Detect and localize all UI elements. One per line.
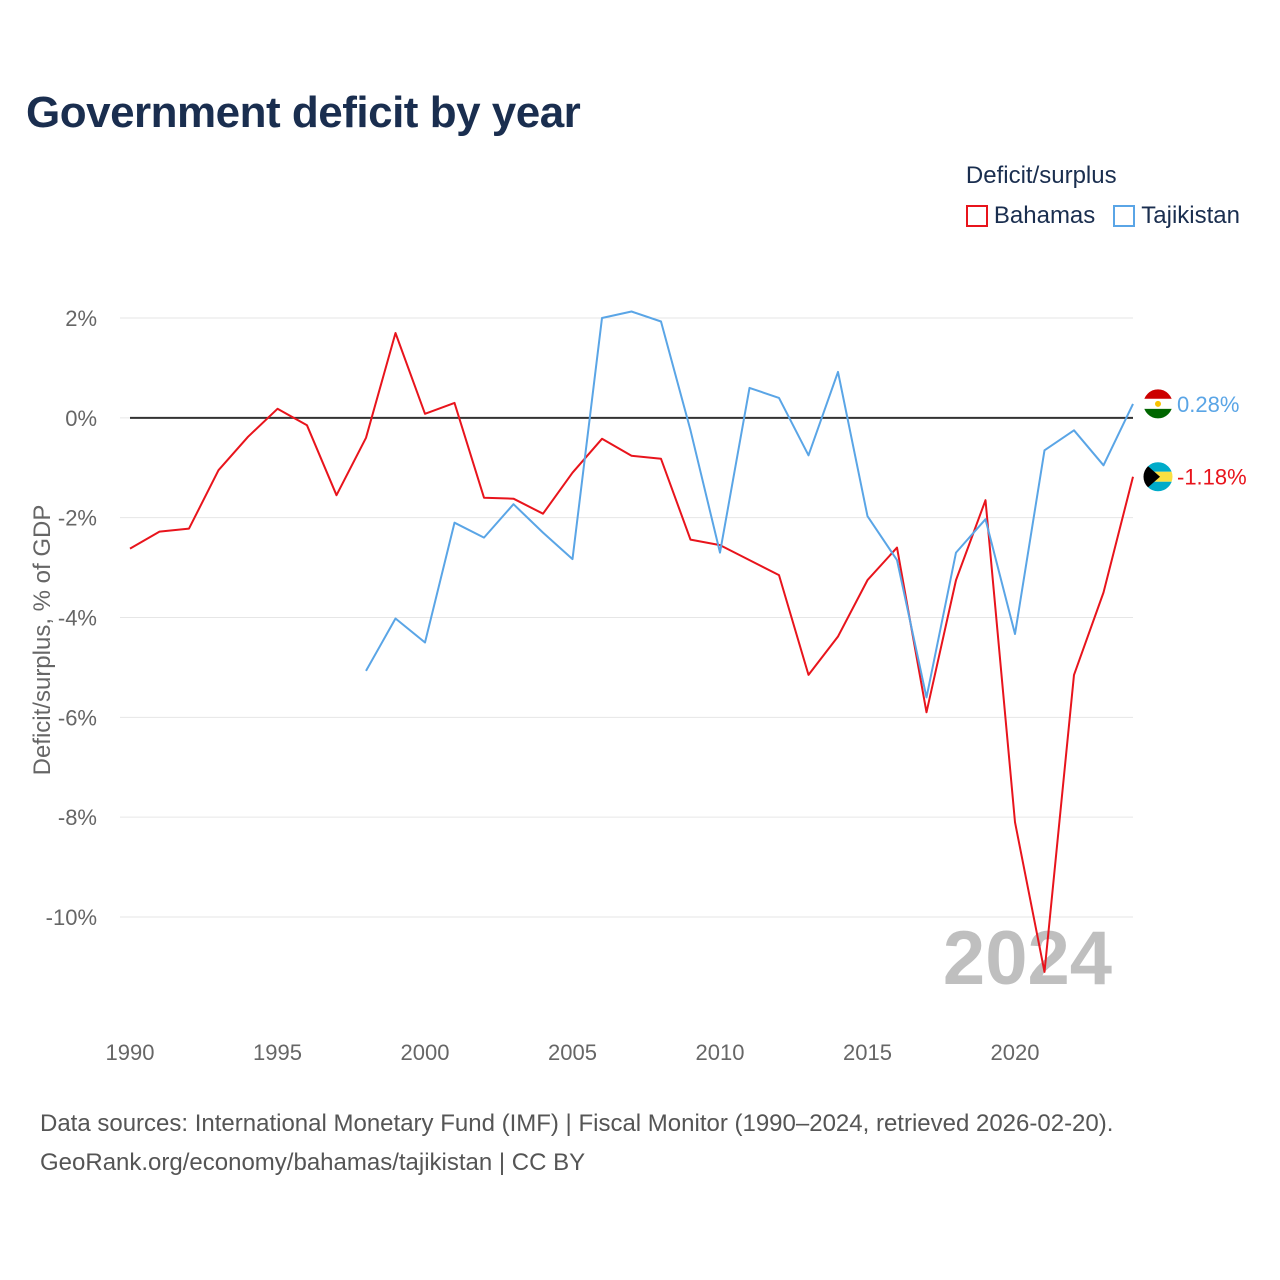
y-tick-label: 2% — [65, 306, 97, 331]
x-tick-label: 2020 — [991, 1040, 1040, 1065]
legend: Deficit/surplus Bahamas Tajikistan — [965, 162, 1240, 230]
footer: Data sources: International Monetary Fun… — [40, 1104, 1113, 1182]
legend-title: Deficit/surplus — [965, 162, 1117, 189]
y-tick-label: -4% — [58, 606, 97, 631]
x-tick-label: 2005 — [548, 1040, 597, 1065]
attribution-link[interactable]: GeoRank.org/economy/bahamas/tajikistan |… — [40, 1149, 586, 1176]
year-watermark: 2024 — [943, 916, 1112, 1001]
line-chart: 2% 0% -2% -4% -6% -8% -10% 1990 1995 2000 2005 2010… — [29, 306, 1247, 1065]
y-tick-label: -6% — [58, 705, 97, 730]
x-tick-label: 2000 — [401, 1040, 450, 1065]
y-tick-label: -10% — [46, 905, 97, 930]
y-tick-label: 0% — [65, 406, 97, 431]
series-line-tajikistan[interactable] — [365, 310, 1134, 699]
x-tick-label: 2015 — [843, 1040, 892, 1065]
y-tick-label: -8% — [58, 805, 97, 830]
x-tick-label: 2010 — [696, 1040, 745, 1065]
y-axis-title: Deficit/surplus, % of GDP — [29, 505, 56, 776]
legend-label-tajikistan: Tajikistan — [1141, 202, 1240, 229]
page-title: Government deficit by year — [26, 88, 581, 137]
legend-swatch-bahamas — [965, 205, 988, 227]
legend-item-tajikistan[interactable]: Tajikistan — [1113, 202, 1240, 230]
data-sources: Data sources: International Monetary Fun… — [40, 1110, 1114, 1137]
x-tick-label: 1990 — [106, 1040, 155, 1065]
end-label-bahamas: -1.18% — [1177, 465, 1247, 490]
end-label-tajikistan: 0.28% — [1177, 392, 1239, 417]
legend-swatch-tajikistan — [1113, 205, 1136, 227]
flag-bahamas-icon — [1142, 461, 1174, 493]
series-line-bahamas[interactable] — [129, 332, 1134, 973]
flag-tajikistan-icon — [1142, 388, 1174, 420]
x-tick-label: 1995 — [253, 1040, 302, 1065]
y-tick-label: -2% — [58, 506, 97, 531]
legend-item-bahamas[interactable]: Bahamas — [965, 202, 1096, 230]
legend-label-bahamas: Bahamas — [993, 202, 1096, 229]
